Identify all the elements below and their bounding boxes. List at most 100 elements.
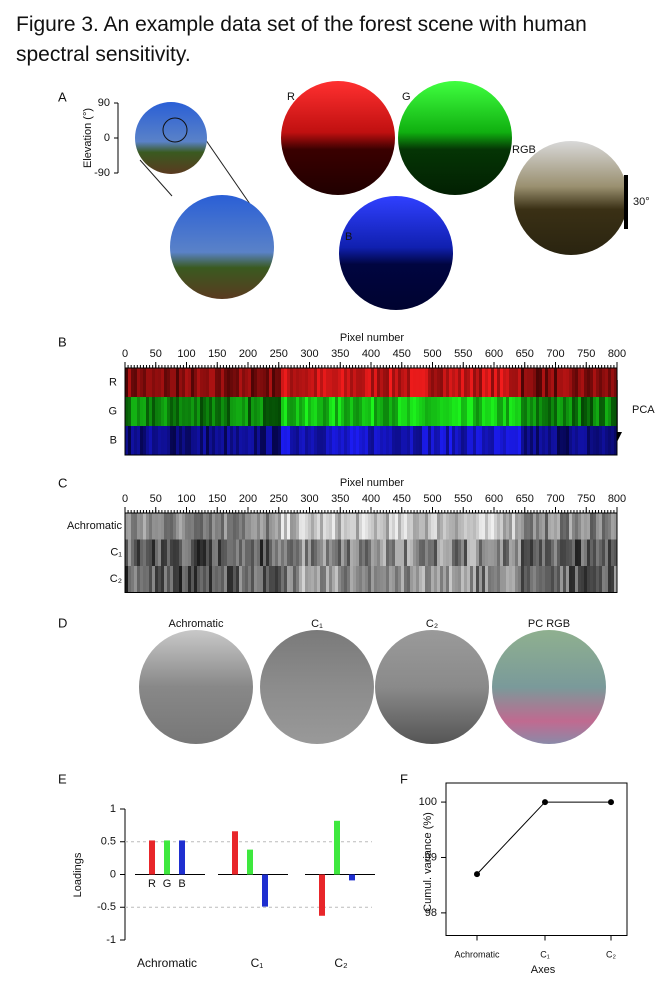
stripe (581, 397, 584, 426)
stripe (149, 426, 152, 455)
stripe (206, 426, 209, 455)
stripe (371, 566, 374, 593)
stripe (566, 513, 569, 540)
stripe (380, 426, 383, 455)
channel-label: G (402, 91, 411, 103)
stripe (398, 513, 401, 540)
x-tick-label: 300 (300, 348, 318, 360)
stripe (161, 426, 164, 455)
stripe (203, 539, 206, 566)
stripe (575, 566, 578, 593)
stripe (125, 426, 128, 455)
stripe (278, 368, 281, 397)
stripe (614, 397, 617, 426)
stripe (314, 426, 317, 455)
stripe (611, 368, 614, 397)
bar (349, 874, 355, 881)
stripe (461, 513, 464, 540)
stripe (143, 539, 146, 566)
stripe (305, 566, 308, 593)
stripe (377, 539, 380, 566)
stripe (575, 397, 578, 426)
stripe (563, 368, 566, 397)
stripe (344, 566, 347, 593)
stripe (131, 513, 134, 540)
panel-d-images (139, 630, 606, 744)
stripe (575, 539, 578, 566)
stripe (452, 566, 455, 593)
stripe (284, 426, 287, 455)
stripe (605, 426, 608, 455)
stripe (467, 513, 470, 540)
stripe (239, 426, 242, 455)
x-tick-label: C₁ (540, 949, 550, 959)
x-tick-label: 600 (485, 493, 503, 505)
stripe (233, 566, 236, 593)
stripe (539, 368, 542, 397)
stripe (146, 513, 149, 540)
stripe (602, 397, 605, 426)
panel-label: A (58, 89, 67, 104)
x-tick-label: 300 (300, 493, 318, 505)
stripe (152, 513, 155, 540)
stripe (182, 513, 185, 540)
stripe (200, 539, 203, 566)
stripe (401, 513, 404, 540)
stripe (443, 513, 446, 540)
stripe (395, 539, 398, 566)
stripe (299, 566, 302, 593)
stripe (179, 426, 182, 455)
stripe (137, 566, 140, 593)
stripe (209, 368, 212, 397)
stripe (614, 566, 617, 593)
stripe (410, 397, 413, 426)
stripe (194, 513, 197, 540)
stripe (134, 513, 137, 540)
stripe (290, 368, 293, 397)
stripe (371, 513, 374, 540)
stripe (134, 368, 137, 397)
stripe (146, 426, 149, 455)
stripe (191, 539, 194, 566)
stripe (203, 368, 206, 397)
stripe (596, 368, 599, 397)
stripe (395, 566, 398, 593)
stripe (164, 426, 167, 455)
row-label: R (109, 376, 117, 388)
stripe (350, 539, 353, 566)
stripe (158, 513, 161, 540)
stripe (323, 566, 326, 593)
stripe (302, 566, 305, 593)
stripe (227, 566, 230, 593)
stripe (362, 513, 365, 540)
y-tick-label: -0.5 (97, 901, 116, 913)
stripe (536, 397, 539, 426)
stripe (419, 397, 422, 426)
y-tick-label: 0 (104, 132, 110, 144)
stripe (272, 566, 275, 593)
stripe (194, 368, 197, 397)
stripe (245, 397, 248, 426)
stripe (161, 513, 164, 540)
panel-label: F (400, 771, 408, 786)
stripe (476, 368, 479, 397)
stripe (404, 539, 407, 566)
stripe (338, 513, 341, 540)
stripe (395, 368, 398, 397)
stripe (452, 513, 455, 540)
bar (149, 840, 155, 875)
stripe (161, 566, 164, 593)
stripe (170, 397, 173, 426)
stripe (290, 426, 293, 455)
bar (262, 874, 268, 907)
stripe (164, 566, 167, 593)
stripe (218, 513, 221, 540)
stripe (173, 368, 176, 397)
stripe (128, 368, 131, 397)
stripe (263, 368, 266, 397)
stripe (401, 566, 404, 593)
stripe (419, 513, 422, 540)
bar (247, 849, 253, 875)
stripe (488, 397, 491, 426)
stripe (614, 539, 617, 566)
